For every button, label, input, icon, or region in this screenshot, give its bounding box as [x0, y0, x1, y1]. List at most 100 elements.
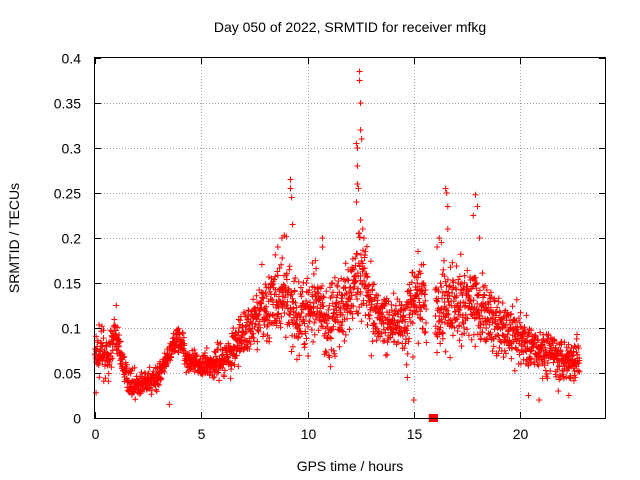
data-point — [416, 299, 423, 306]
data-point — [415, 295, 422, 302]
y-tick-label: 0.2 — [62, 231, 82, 247]
data-point — [283, 276, 290, 283]
data-point — [439, 335, 446, 342]
data-point — [315, 327, 322, 334]
data-point — [456, 322, 463, 329]
data-point — [288, 194, 295, 201]
data-point — [480, 321, 487, 328]
data-point — [302, 330, 309, 337]
data-point — [435, 288, 442, 295]
data-point — [257, 324, 264, 331]
data-point — [96, 374, 103, 381]
data-point — [558, 338, 565, 345]
data-point — [438, 318, 445, 325]
data-point — [574, 331, 580, 338]
data-point — [456, 337, 463, 344]
data-point — [301, 340, 308, 347]
data-point — [407, 287, 414, 294]
data-point — [355, 285, 361, 292]
data-point — [360, 235, 367, 242]
data-point — [339, 311, 346, 318]
data-point — [500, 332, 507, 339]
data-point — [275, 303, 282, 310]
data-point — [344, 309, 351, 316]
data-point — [494, 321, 501, 328]
data-point — [410, 397, 417, 403]
data-point — [261, 307, 268, 313]
data-point — [160, 367, 166, 374]
data-point — [355, 185, 362, 192]
data-point — [293, 304, 300, 311]
data-point — [278, 261, 285, 268]
data-point — [274, 272, 281, 279]
data-point — [345, 277, 352, 284]
data-point — [485, 301, 492, 308]
data-point — [572, 344, 579, 350]
data-point — [388, 307, 395, 314]
data-point — [142, 380, 149, 387]
data-point — [475, 306, 482, 313]
data-point — [434, 244, 441, 250]
data-point — [444, 307, 451, 314]
data-point — [103, 343, 110, 350]
data-point — [402, 326, 409, 333]
data-point — [278, 313, 285, 320]
data-point — [342, 260, 349, 267]
data-point — [370, 320, 377, 327]
data-point — [423, 339, 430, 346]
data-point — [354, 250, 361, 257]
data-point — [246, 346, 253, 352]
data-point — [342, 331, 349, 338]
data-point — [260, 295, 267, 302]
data-point — [340, 328, 347, 335]
data-point — [210, 374, 217, 381]
data-point — [138, 389, 145, 395]
data-point — [304, 275, 311, 282]
data-point — [406, 335, 412, 342]
data-point — [524, 339, 531, 346]
data-point — [445, 289, 452, 296]
data-point — [294, 356, 300, 363]
data-point — [528, 347, 535, 354]
data-point — [242, 330, 249, 337]
data-point — [116, 332, 123, 338]
data-point — [375, 328, 382, 335]
data-point — [450, 279, 457, 286]
data-point — [312, 257, 319, 264]
data-point — [565, 341, 572, 348]
x-tick-label: 15 — [407, 426, 423, 442]
data-point — [274, 244, 281, 250]
data-point — [450, 298, 457, 305]
data-point — [276, 293, 282, 300]
data-point — [453, 292, 460, 299]
data-point — [453, 316, 459, 323]
data-point — [388, 301, 395, 308]
data-point — [352, 255, 359, 262]
data-point — [453, 263, 460, 270]
data-point — [287, 311, 293, 318]
data-point — [332, 353, 338, 360]
data-point — [322, 348, 329, 355]
data-point — [553, 373, 560, 380]
data-point — [447, 282, 453, 289]
data-point — [297, 314, 304, 321]
data-point — [283, 270, 290, 277]
data-point — [384, 351, 391, 358]
data-point — [339, 328, 346, 334]
data-point — [310, 338, 317, 345]
data-point — [353, 140, 360, 147]
data-point — [446, 283, 452, 290]
data-point — [404, 330, 411, 337]
data-point — [359, 226, 366, 232]
data-point — [105, 370, 112, 377]
data-point — [494, 304, 501, 311]
data-point — [344, 315, 350, 322]
data-point — [334, 314, 341, 321]
data-point — [227, 375, 234, 382]
data-point — [284, 305, 291, 312]
data-point — [417, 270, 424, 277]
data-point — [380, 326, 387, 333]
y-axis-label: SRMTID / TECUs — [6, 183, 22, 293]
data-point — [457, 251, 464, 258]
data-point — [448, 302, 455, 309]
